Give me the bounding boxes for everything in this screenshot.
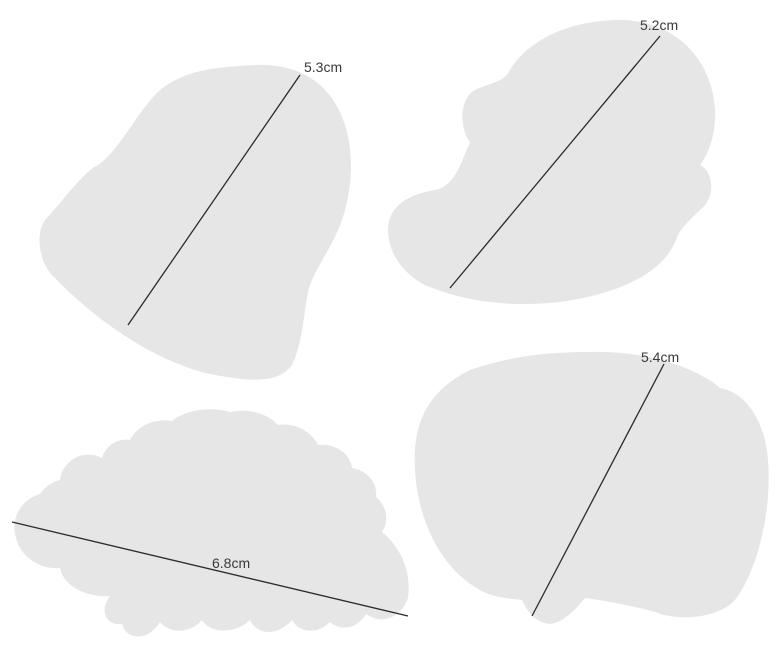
speech-bubble-shape xyxy=(414,351,769,624)
cloud-measure-line xyxy=(11,521,409,617)
speech-bubble-note: 5.4cm xyxy=(414,349,769,624)
cloud-note: 6.8cm xyxy=(11,409,409,637)
ghost-shape xyxy=(388,19,716,305)
cloud-measure-label: 6.8cm xyxy=(212,555,250,571)
ghost-measure-line xyxy=(449,35,661,289)
bell-measure-line xyxy=(127,74,301,326)
bell-measure-label: 5.3cm xyxy=(304,59,342,75)
ghost-note: 5.2cm xyxy=(388,17,716,305)
cloud-shape xyxy=(14,409,409,637)
bell-note: 5.3cm xyxy=(39,59,352,380)
bell-shape xyxy=(39,64,352,380)
speech-bubble-measure-label: 5.4cm xyxy=(641,349,679,365)
speech-bubble-measure-line xyxy=(531,363,665,617)
ghost-measure-label: 5.2cm xyxy=(640,17,678,33)
